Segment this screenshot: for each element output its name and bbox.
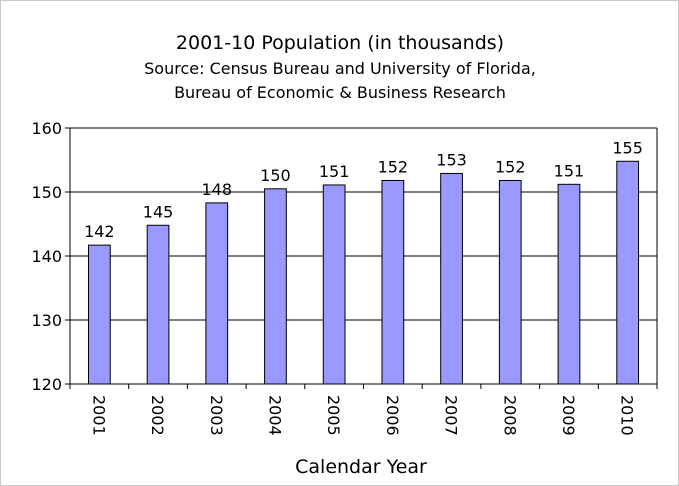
x-tick-label-2010: 2010 [618,395,637,436]
x-tick-label-2003: 2003 [207,395,226,436]
data-label-2003: 148 [201,180,232,199]
data-labels: 142 145 148 150 151 152 153 152 151 155 [84,138,643,241]
x-axis-label: Calendar Year [295,456,427,478]
data-label-2007: 153 [436,150,467,169]
bar-2008 [498,179,522,385]
bar-2002 [146,224,170,385]
bars [87,160,640,385]
bar-2005 [322,184,346,385]
data-label-2004: 150 [260,166,291,185]
chart-subtitle-line-2: Bureau of Economic & Business Research [174,83,506,102]
x-tick-label-2006: 2006 [383,395,402,436]
chart-title: 2001-10 Population (in thousands) [176,32,504,54]
y-axis-ticks: 120 130 140 150 160 [31,119,70,394]
data-label-2006: 152 [378,157,409,176]
axes [69,128,658,385]
bar-2001 [87,244,111,385]
y-tick-label-160: 160 [31,119,62,138]
data-label-2009: 151 [554,161,585,180]
y-tick-label-130: 130 [31,311,62,330]
y-tick-label-120: 120 [31,375,62,394]
data-label-2002: 145 [143,202,174,221]
data-label-2005: 151 [319,162,350,181]
bar-2010 [616,160,640,385]
bar-2007 [440,172,463,385]
data-label-2008: 152 [495,157,526,176]
y-tick-label-140: 140 [31,247,62,266]
y-tick-label-150: 150 [31,183,62,202]
bar-2004 [264,188,287,385]
x-tick-label-2005: 2005 [324,395,343,436]
bar-2003 [205,202,229,385]
x-tick-label-2002: 2002 [148,395,167,436]
data-label-2001: 142 [84,222,115,241]
x-tick-label-2009: 2009 [559,395,578,436]
x-tick-label-2001: 2001 [89,395,108,436]
x-tick-label-2004: 2004 [265,395,284,436]
x-axis-ticks: 2001 2002 2003 2004 2005 2006 2007 2008 2009 2010 [69,384,658,436]
x-tick-label-2008: 2008 [500,395,519,436]
bar-2006 [381,179,405,385]
x-tick-label-2007: 2007 [442,395,461,436]
data-label-2010: 155 [612,138,643,157]
bar-2009 [557,183,581,385]
chart-subtitle-line-1: Source: Census Bureau and University of … [144,59,536,78]
